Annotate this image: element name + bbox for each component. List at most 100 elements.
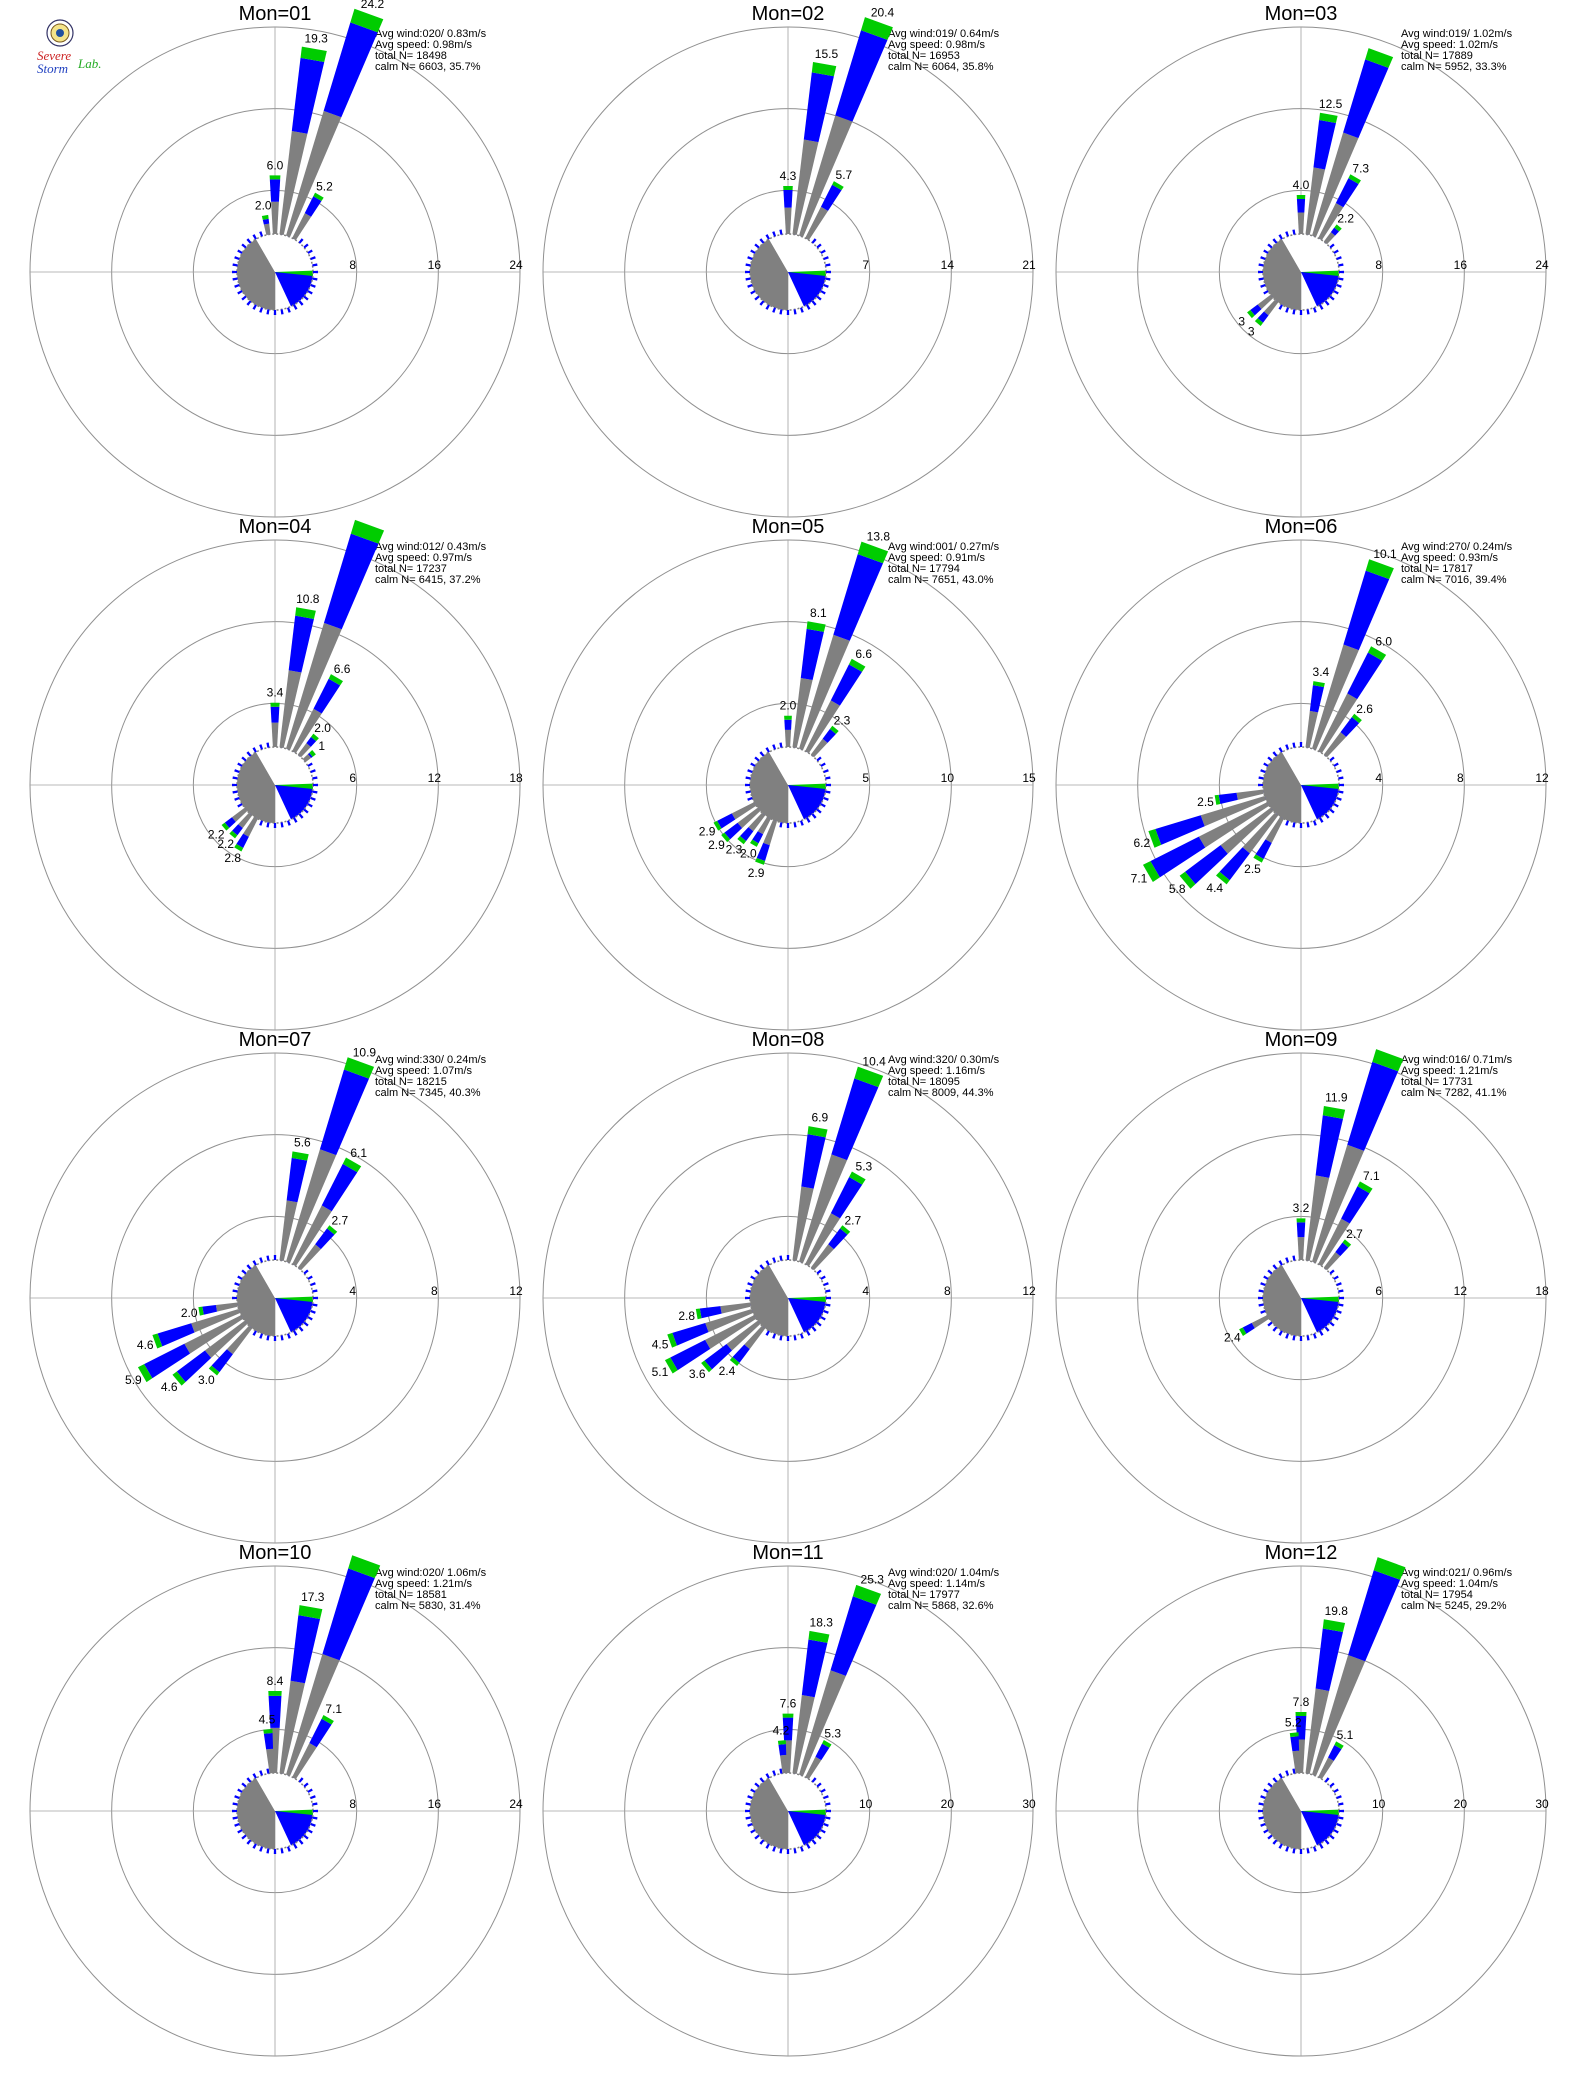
minor-petal — [779, 1255, 783, 1261]
stat-avg-wind: Avg wind:020/ 0.83m/s — [375, 28, 487, 40]
petal-blue — [783, 190, 793, 208]
minor-petal — [259, 1846, 264, 1852]
petal-green — [350, 519, 385, 544]
minor-petal — [1272, 1839, 1278, 1845]
petal-label: 19.8 — [1325, 1604, 1349, 1618]
minor-petal — [1258, 270, 1264, 274]
minor-petal — [232, 783, 238, 787]
petal-green — [137, 1364, 153, 1383]
petal-gray — [292, 708, 322, 754]
petal-blue — [1315, 1115, 1344, 1178]
minor-petal — [232, 1802, 238, 1806]
petal-gray — [271, 201, 279, 235]
stat-avg-wind: Avg wind:019/ 0.64m/s — [888, 28, 1000, 40]
minor-petal — [310, 1282, 316, 1287]
stat-calm-n: calm N= 7282, 41.1% — [1401, 1087, 1507, 1099]
minor-petal — [1292, 1768, 1296, 1774]
minor-petal — [1312, 1333, 1317, 1339]
minor-petal — [252, 1260, 257, 1266]
petal-blue — [1328, 1744, 1342, 1761]
ring-label: 16 — [428, 1797, 442, 1811]
petal-blue — [1315, 1628, 1343, 1691]
minor-petal — [754, 1269, 760, 1275]
calm-sector-white — [769, 1773, 826, 1811]
minor-petal — [266, 1768, 270, 1774]
calm-sector-blue — [788, 1298, 826, 1333]
ring-label: 8 — [1375, 258, 1382, 272]
petal-label: 4.6 — [137, 1338, 154, 1352]
petal-label: 2.4 — [1224, 1331, 1241, 1345]
petal-gray — [1236, 789, 1265, 800]
petal-green — [755, 858, 766, 865]
logo-line1: Severe — [37, 48, 71, 63]
petal-blue — [309, 1718, 332, 1748]
ring-label: 15 — [1022, 771, 1036, 785]
minor-petal — [1267, 243, 1273, 249]
minor-petal — [1285, 820, 1290, 826]
minor-petal — [1292, 822, 1296, 828]
calm-sector-green — [788, 1809, 827, 1815]
ring-label: 7 — [862, 258, 869, 272]
minor-petal — [772, 744, 777, 750]
minor-petal — [1285, 231, 1290, 237]
petal-green — [198, 1306, 204, 1316]
stat-avg-wind: Avg wind:320/ 0.30m/s — [888, 1054, 1000, 1066]
minor-petal — [820, 1829, 826, 1834]
petal-gray — [292, 1205, 332, 1267]
minor-petal — [246, 1264, 252, 1270]
petal-gray — [805, 700, 840, 754]
minor-petal — [1324, 1326, 1330, 1332]
minor-petal — [303, 295, 309, 301]
petal-gray — [1297, 212, 1305, 235]
petal-gray — [266, 1748, 274, 1774]
calm-sector-green — [275, 783, 313, 789]
minor-petal — [237, 290, 243, 295]
minor-petal — [259, 820, 264, 826]
petal-green — [1365, 559, 1394, 580]
minor-petal — [799, 820, 804, 826]
petal-green — [208, 1365, 220, 1376]
ring-label: 14 — [941, 258, 955, 272]
chart-title: Mon=04 — [239, 516, 312, 538]
minor-petal — [1272, 238, 1278, 244]
minor-petal — [1338, 263, 1344, 267]
petal-gray — [1200, 795, 1267, 827]
petal-green — [713, 820, 722, 831]
minor-petal — [303, 243, 309, 249]
calm-sector-blue — [275, 272, 313, 307]
petal-green — [295, 607, 316, 619]
minor-petal — [307, 762, 313, 767]
petal-green — [309, 750, 316, 757]
petal-gray — [285, 622, 342, 751]
minor-petal — [234, 1822, 240, 1827]
petal-blue — [291, 57, 325, 134]
petal-green — [1322, 1105, 1346, 1119]
minor-petal — [765, 304, 770, 310]
minor-petal — [1333, 1316, 1339, 1321]
petal-green — [840, 1225, 851, 1235]
calm-sector-gray — [1263, 239, 1301, 310]
petal-blue — [1340, 717, 1360, 737]
petal-label: 2.0 — [740, 847, 757, 861]
petal-label: 8.4 — [267, 1674, 284, 1688]
petal-gray — [744, 1325, 766, 1350]
stat-calm-n: calm N= 5245, 29.2% — [1401, 1600, 1507, 1612]
minor-petal — [1324, 1777, 1330, 1783]
minor-petal — [280, 1335, 284, 1341]
minor-petal — [1260, 1282, 1266, 1287]
petal-gray — [731, 802, 757, 820]
ring-label: 12 — [1022, 1284, 1036, 1298]
calm-sector-gray — [1263, 752, 1301, 823]
petal-green — [811, 62, 837, 77]
minor-petal — [1338, 783, 1344, 787]
petal-gray — [271, 722, 279, 748]
minor-petal — [1329, 295, 1335, 301]
petal-green — [1334, 224, 1342, 232]
petal-blue — [1347, 1061, 1399, 1151]
minor-petal — [786, 1848, 790, 1854]
minor-petal — [799, 1333, 804, 1339]
petal-blue — [1185, 845, 1228, 885]
chart-title: Mon=05 — [752, 516, 825, 538]
minor-petal — [298, 1839, 304, 1845]
